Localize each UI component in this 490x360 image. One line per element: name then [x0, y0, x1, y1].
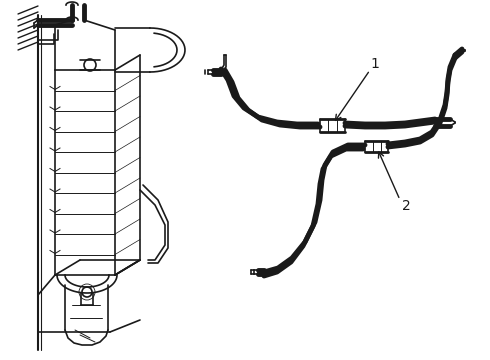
Text: 2: 2	[402, 199, 410, 213]
Text: 1: 1	[370, 57, 379, 71]
